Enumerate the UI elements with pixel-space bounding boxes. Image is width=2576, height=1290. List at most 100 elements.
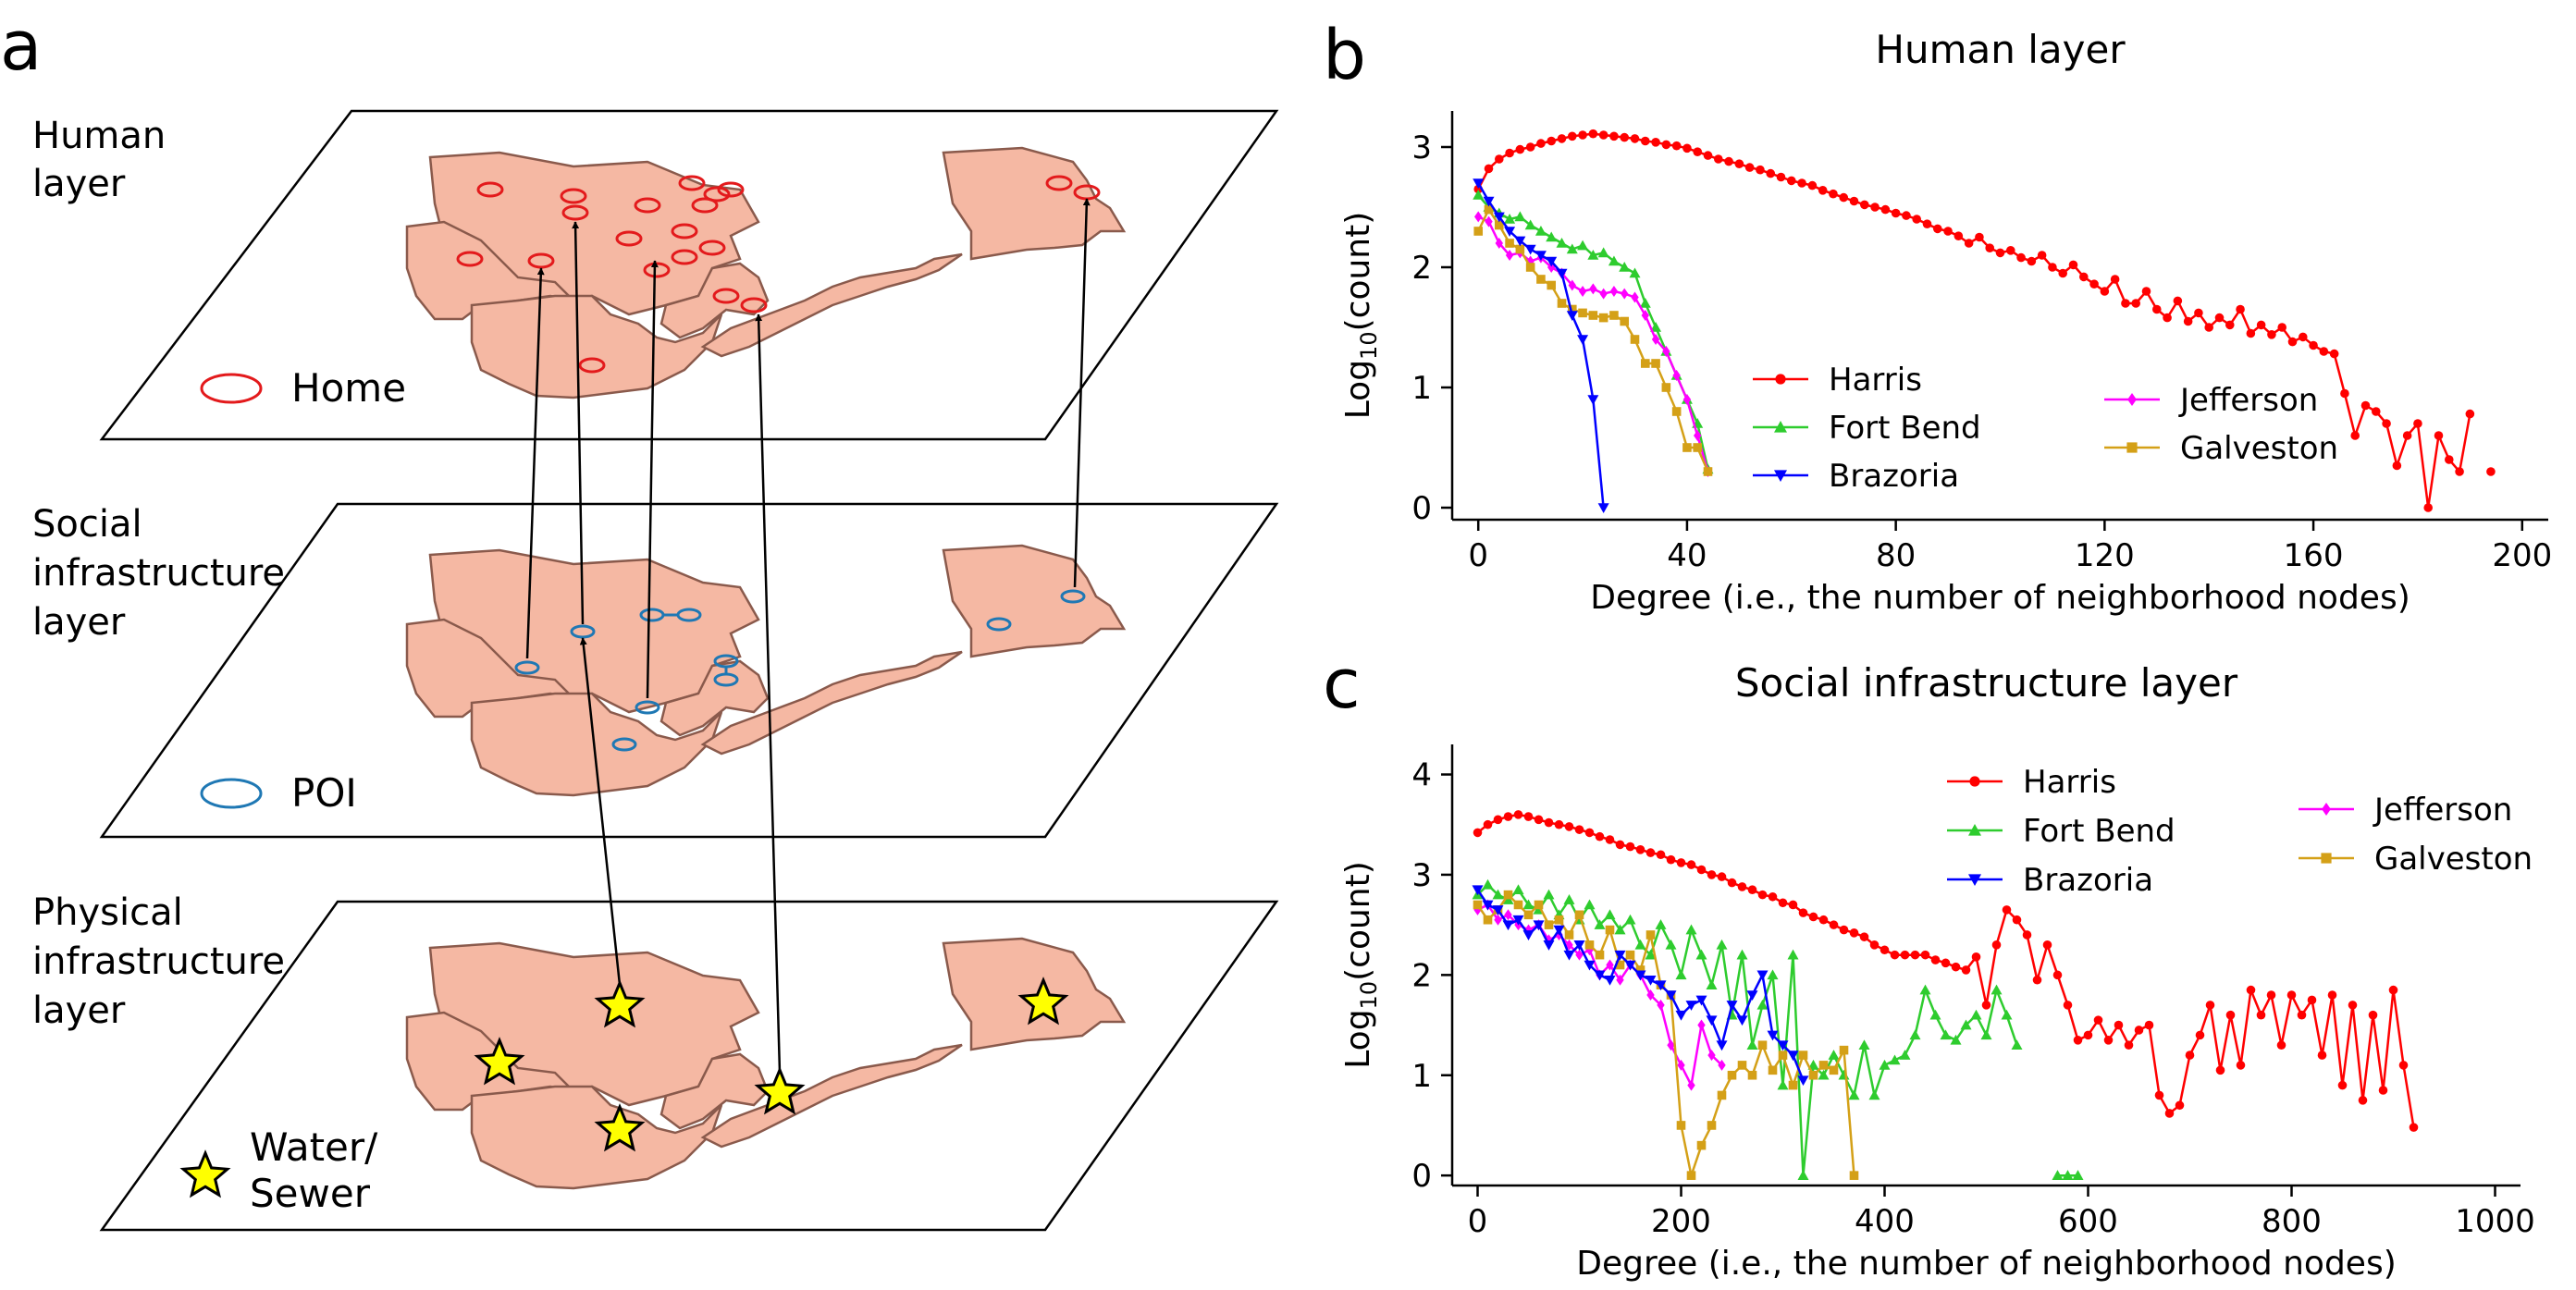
data-point	[1587, 395, 1599, 405]
x-tick-label: 0	[1468, 1203, 1488, 1240]
data-point	[2141, 287, 2151, 296]
data-point	[2194, 308, 2203, 318]
x-tick-label: 80	[1876, 537, 1916, 574]
data-point	[1514, 236, 1526, 247]
data-point	[1991, 940, 2002, 950]
data-point	[2073, 1036, 2083, 1045]
inter-layer-arrow	[572, 221, 585, 625]
data-point	[2114, 1020, 2124, 1030]
x-tick-label: 40	[1667, 537, 1707, 574]
data-point	[1960, 1019, 1972, 1030]
panel-c: c Social infrastructure layer 0 200 400 600 8…	[1323, 645, 2535, 1283]
data-point	[1766, 168, 1776, 178]
data-point	[1563, 894, 1575, 904]
home-marker	[615, 230, 643, 247]
x-tick-label: 0	[1468, 537, 1488, 574]
data-point	[1630, 134, 1640, 143]
data-point	[2267, 330, 2276, 339]
physical-layer-title-2: infrastructure	[32, 940, 285, 983]
legend: Harris Fort Bend Brazoria Jefferson Galvesto…	[1753, 362, 2338, 495]
data-point	[2164, 1109, 2175, 1118]
data-point	[1503, 812, 1513, 821]
data-point	[1650, 322, 1662, 332]
data-point	[2388, 985, 2398, 995]
poi-markers	[514, 589, 1086, 752]
poi-marker	[986, 617, 1012, 632]
data-point	[1724, 156, 1733, 166]
data-point	[1577, 335, 1589, 345]
social-layer-plane: POI	[99, 502, 1279, 839]
physical-layer-plane: Water/ Sewer	[99, 900, 1279, 1232]
data-point	[2319, 347, 2329, 356]
data-point	[1493, 212, 1505, 223]
data-point	[1574, 910, 1584, 920]
data-point	[1706, 1015, 1718, 1026]
data-point	[2409, 1123, 2419, 1132]
data-point	[1757, 1040, 1768, 1050]
home-markers	[456, 175, 1101, 374]
data-point	[2423, 503, 2434, 512]
data-point	[2126, 442, 2138, 453]
home-marker	[561, 204, 589, 221]
data-point	[1838, 1069, 1850, 1080]
data-point	[1640, 359, 1650, 368]
data-point	[1564, 822, 1574, 831]
data-point	[1693, 443, 1703, 452]
data-point	[2398, 1061, 2409, 1070]
poi-marker	[570, 624, 596, 639]
data-point	[1483, 915, 1493, 925]
series-line	[1476, 813, 2415, 1128]
social-legend-label: POI	[291, 770, 357, 816]
data-point	[1954, 231, 1964, 240]
data-point	[1807, 180, 1818, 190]
data-point	[1651, 359, 1660, 368]
data-point	[1706, 979, 1718, 989]
data-point	[2382, 419, 2391, 428]
data-point	[1696, 1140, 1707, 1150]
water-sewer-star	[474, 1037, 525, 1086]
data-point	[1677, 1059, 1685, 1071]
data-point	[1495, 238, 1503, 249]
data-point	[2100, 287, 2110, 296]
data-point	[2185, 1050, 2195, 1060]
home-marker	[698, 240, 726, 256]
data-point	[2444, 455, 2454, 464]
data-point	[1667, 1039, 1675, 1051]
data-point	[2256, 1010, 2266, 1020]
home-marker	[560, 188, 587, 204]
data-point	[1515, 144, 1525, 154]
data-point	[1747, 1070, 1757, 1080]
data-point	[1535, 251, 1547, 261]
data-point	[1910, 950, 1920, 960]
data-point	[2368, 1010, 2378, 1020]
data-point	[1543, 889, 1555, 900]
inter-layer-arrow	[1073, 198, 1091, 588]
data-point	[1696, 865, 1707, 875]
data-point	[1605, 925, 1615, 935]
inter-layer-arrow	[646, 260, 659, 699]
data-point	[2058, 268, 2068, 278]
data-point	[1563, 950, 1575, 961]
water-sewer-markers	[179, 977, 1069, 1198]
home-marker	[456, 251, 484, 267]
data-point	[1737, 1061, 1747, 1070]
data-point	[1641, 310, 1649, 321]
data-point	[1556, 238, 1568, 248]
data-point	[1536, 275, 1546, 284]
home-marker	[703, 186, 731, 203]
data-point	[1625, 950, 1635, 960]
data-point	[1889, 1054, 1901, 1065]
data-point	[2378, 1086, 2388, 1095]
data-point	[1505, 148, 1514, 158]
data-point	[2236, 304, 2245, 314]
data-point	[2214, 313, 2225, 323]
data-point	[1839, 1045, 1849, 1055]
data-point	[2127, 393, 2137, 406]
data-point	[1675, 969, 1687, 980]
data-point	[1756, 165, 1765, 175]
data-point	[2298, 332, 2308, 342]
data-point	[1778, 1050, 1788, 1060]
data-point	[1767, 969, 1779, 980]
data-point	[1687, 1079, 1695, 1091]
data-point	[1619, 262, 1631, 272]
